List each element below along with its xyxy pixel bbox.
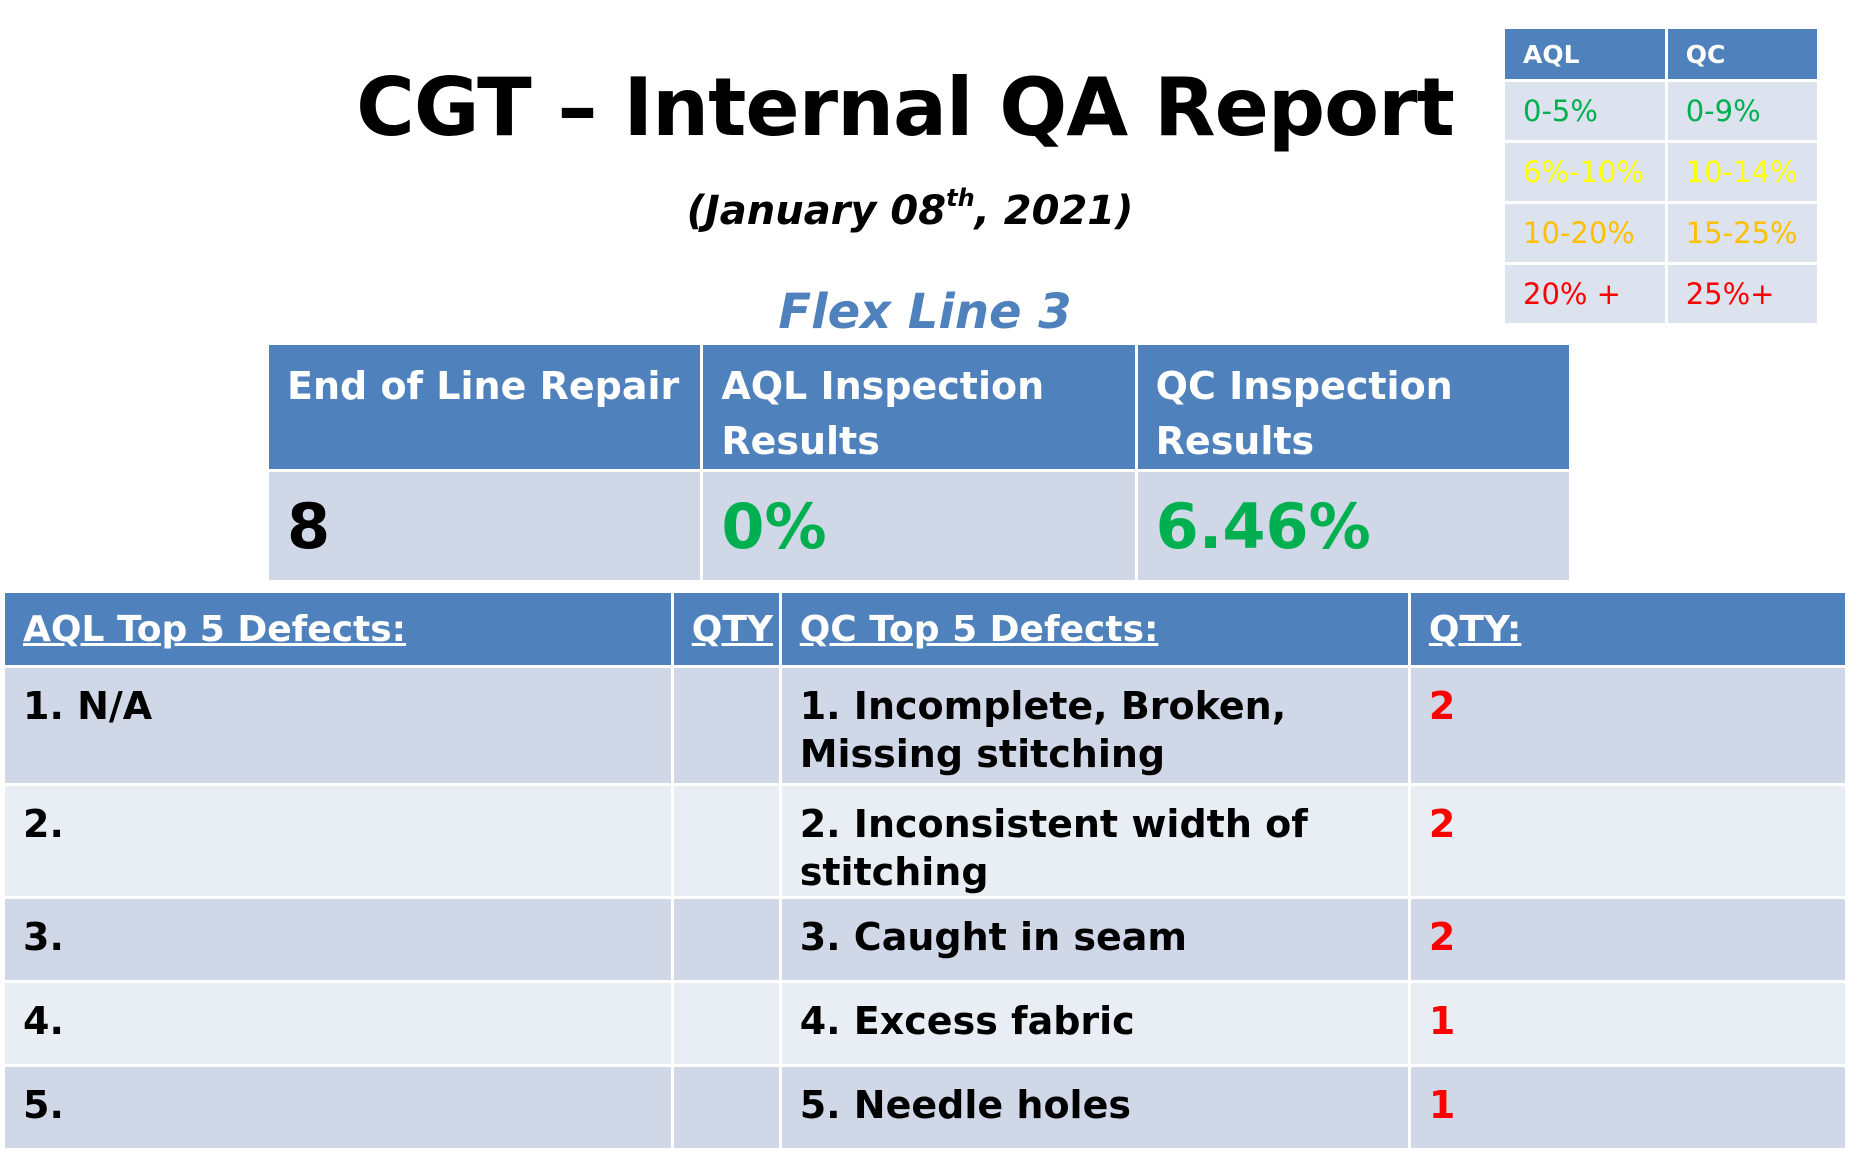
date-ordinal: th [946, 184, 975, 212]
legend-header-qc: QC [1664, 26, 1821, 82]
date-text: (January 08 [686, 188, 947, 234]
qc-qty-header: QTY: [1407, 590, 1849, 668]
legend-row: 10-20% 15-25% [1502, 201, 1821, 265]
legend-qc-cell: 25%+ [1664, 262, 1821, 326]
defects-table: AQL Top 5 Defects: QTY QC Top 5 Defects:… [2, 590, 1849, 1151]
summary-header-row: End of Line Repair AQL Inspection Result… [265, 342, 1573, 472]
aql-defect: 4. [2, 980, 674, 1067]
summary-value-row: 8 0% 6.46% [265, 469, 1573, 583]
legend-qc-cell: 15-25% [1664, 201, 1821, 265]
defect-row: 5. 5. Needle holes 1 [2, 1064, 1849, 1151]
aql-result: 0% [700, 469, 1138, 583]
qc-defect: 3. Caught in seam [778, 896, 1411, 983]
report-date: (January 08th, 2021) [500, 186, 1320, 231]
defect-row: 1. N/A 1. Incomplete, Broken, Missing st… [2, 665, 1849, 786]
date-year: , 2021) [974, 188, 1134, 234]
aql-defect: 3. [2, 896, 674, 983]
qc-defect: 1. Incomplete, Broken, Missing stitching [778, 665, 1411, 786]
legend-row: 0-5% 0-9% [1502, 79, 1821, 143]
legend-row: 20% + 25%+ [1502, 262, 1821, 326]
defect-row: 2. 2. Inconsistent width of stitching 2 [2, 783, 1849, 899]
aql-defect: 5. [2, 1064, 674, 1151]
aql-defect: 1. N/A [2, 665, 674, 786]
legend-aql-cell: 10-20% [1502, 201, 1668, 265]
legend-header-row: AQL QC [1502, 26, 1821, 82]
aql-defects-header: AQL Top 5 Defects: [2, 590, 674, 668]
defects-header-row: AQL Top 5 Defects: QTY QC Top 5 Defects:… [2, 590, 1849, 668]
legend-aql-cell: 0-5% [1502, 79, 1668, 143]
summary-header-aql: AQL Inspection Results [700, 342, 1138, 472]
aql-defect-qty [670, 665, 782, 786]
qc-defect: 5. Needle holes [778, 1064, 1411, 1151]
qc-defect-qty: 1 [1407, 980, 1849, 1067]
legend-header-aql: AQL [1502, 26, 1668, 82]
legend-table: AQL QC 0-5% 0-9% 6%-10% 10-14% 10-20% 15… [1502, 26, 1821, 326]
aql-defect-qty [670, 1064, 782, 1151]
line-title: Flex Line 3 [778, 284, 1072, 340]
qc-defects-header: QC Top 5 Defects: [778, 590, 1411, 668]
legend-qc-cell: 0-9% [1664, 79, 1821, 143]
aql-defect-qty [670, 896, 782, 983]
legend-qc-cell: 10-14% [1664, 140, 1821, 204]
repair-count: 8 [265, 469, 704, 583]
qc-defect-qty: 2 [1407, 783, 1849, 899]
aql-defect-qty [670, 783, 782, 899]
legend-aql-cell: 20% + [1502, 262, 1668, 326]
report-title: CGT – Internal QA Report [356, 61, 1455, 154]
legend-row: 6%-10% 10-14% [1502, 140, 1821, 204]
defect-row: 3. 3. Caught in seam 2 [2, 896, 1849, 983]
summary-header-repair: End of Line Repair [265, 342, 704, 472]
aql-qty-header: QTY [670, 590, 782, 668]
legend-aql-cell: 6%-10% [1502, 140, 1668, 204]
aql-defect-qty [670, 980, 782, 1067]
aql-defect: 2. [2, 783, 674, 899]
qc-result: 6.46% [1134, 469, 1573, 583]
qc-defect-qty: 2 [1407, 896, 1849, 983]
qc-defect: 4. Excess fabric [778, 980, 1411, 1067]
summary-table: End of Line Repair AQL Inspection Result… [265, 342, 1573, 583]
qc-defect-qty: 1 [1407, 1064, 1849, 1151]
qc-defect: 2. Inconsistent width of stitching [778, 783, 1411, 899]
qc-defect-qty: 2 [1407, 665, 1849, 786]
defect-row: 4. 4. Excess fabric 1 [2, 980, 1849, 1067]
summary-header-qc: QC Inspection Results [1134, 342, 1573, 472]
